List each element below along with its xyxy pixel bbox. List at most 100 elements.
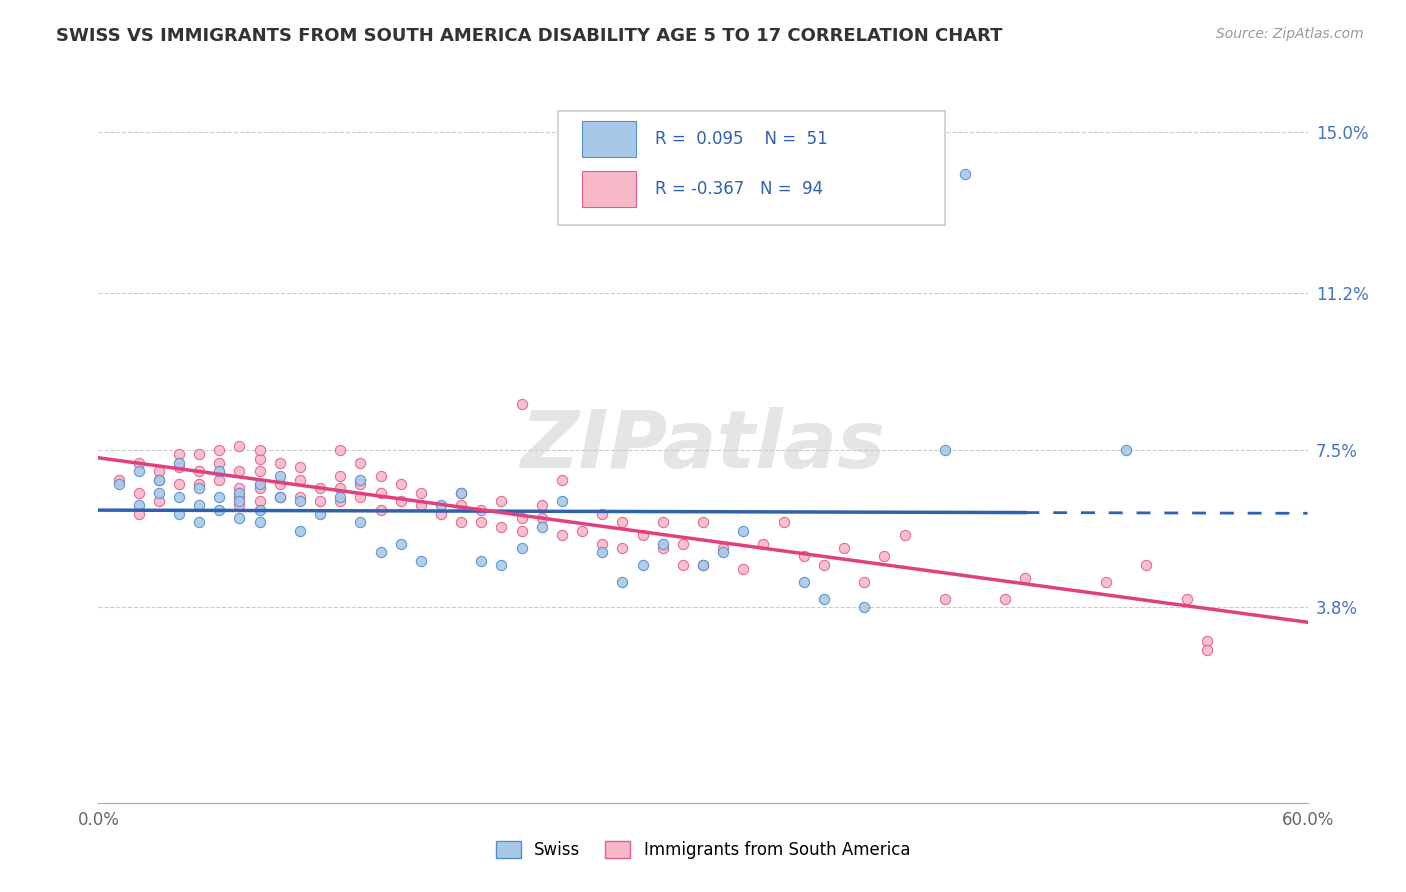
Point [167,456,190,470]
Point [349,456,371,470]
Point [228,494,250,508]
Point [793,574,815,589]
Point [389,477,412,491]
Text: R =  0.095    N =  51: R = 0.095 N = 51 [655,130,827,148]
Point [853,600,876,615]
Point [370,545,392,559]
Point [208,443,231,458]
Point [793,549,815,564]
Text: R = -0.367   N =  94: R = -0.367 N = 94 [655,180,823,198]
Point [772,516,794,530]
Point [409,485,432,500]
Point [288,490,311,504]
Point [591,545,613,559]
Point [167,477,190,491]
Point [188,516,211,530]
Point [1135,558,1157,572]
Point [1195,643,1218,657]
Point [349,490,371,504]
Point [128,456,150,470]
Point [208,473,231,487]
Point [349,516,371,530]
Point [269,490,291,504]
Point [228,439,250,453]
Point [752,537,775,551]
Point [269,490,291,504]
Point [1115,443,1137,458]
Point [470,502,492,516]
Point [249,465,271,479]
Point [228,482,250,496]
Point [510,541,533,555]
Point [1095,574,1118,589]
Point [470,554,492,568]
Point [934,443,956,458]
Point [733,562,755,576]
Point [591,537,613,551]
Point [692,558,714,572]
Point [249,477,271,491]
FancyBboxPatch shape [558,111,945,225]
Point [711,545,734,559]
Bar [582,171,637,207]
Point [692,516,714,530]
Point [309,482,332,496]
Point [148,473,170,487]
Point [370,502,392,516]
Point [329,490,352,504]
Point [288,473,311,487]
Point [631,528,654,542]
Point [672,537,695,551]
Point [389,494,412,508]
Point [450,485,472,500]
Point [450,516,472,530]
Point [853,574,876,589]
Point [672,558,695,572]
Point [148,473,170,487]
Point [430,507,453,521]
Point [510,524,533,538]
Point [1175,591,1198,606]
Point [491,494,513,508]
Point [128,499,150,513]
Bar [582,121,637,157]
Point [530,499,553,513]
Point [873,549,896,564]
Point [1014,571,1036,585]
Point [389,537,412,551]
Point [551,473,574,487]
Point [107,477,129,491]
Point [692,558,714,572]
Point [370,485,392,500]
Point [167,490,190,504]
Point [208,456,231,470]
Point [148,494,170,508]
Point [128,485,150,500]
Point [591,507,613,521]
Point [208,465,231,479]
Point [208,490,231,504]
Point [530,511,553,525]
Point [228,490,250,504]
Point [249,482,271,496]
Point [612,574,634,589]
Point [167,448,190,462]
Point [651,516,673,530]
Point [994,591,1017,606]
Point [409,499,432,513]
Point [551,528,574,542]
Point [288,494,311,508]
Point [470,516,492,530]
Point [430,499,453,513]
Point [450,499,472,513]
Point [510,396,533,410]
Point [893,528,915,542]
Point [249,516,271,530]
Point [491,519,513,533]
Point [148,465,170,479]
Point [309,507,332,521]
Point [571,524,593,538]
Point [188,477,211,491]
Point [370,468,392,483]
Point [1195,634,1218,648]
